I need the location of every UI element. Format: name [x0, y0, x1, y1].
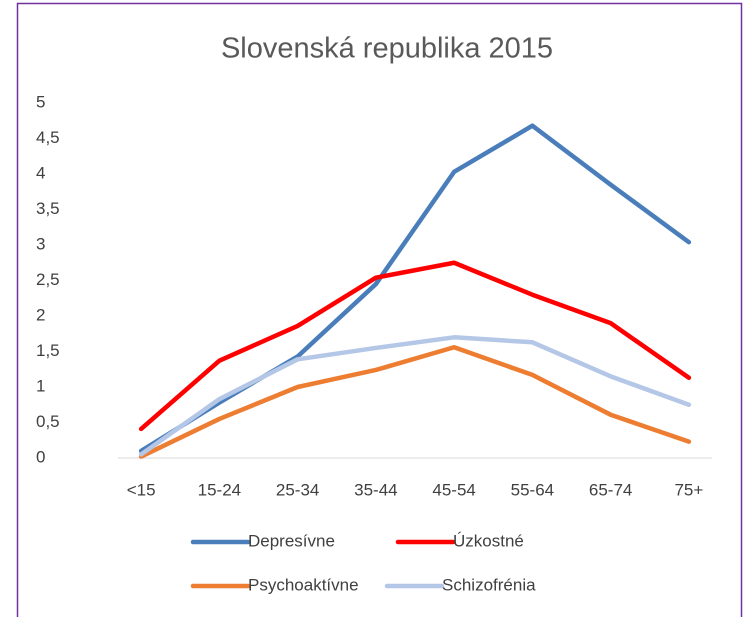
y-tick-label: 0	[36, 447, 45, 466]
y-tick-label: 0,5	[36, 412, 60, 431]
y-tick-label: 4	[36, 163, 45, 182]
x-tick-label: 75+	[674, 480, 703, 499]
y-tick-label: 2,5	[36, 270, 60, 289]
legend-label: Depresívne	[248, 531, 335, 550]
series-line	[138, 260, 692, 432]
x-tick-label: 55-64	[511, 480, 554, 499]
chart-border	[16, 2, 743, 617]
y-tick-label: 4,5	[36, 128, 60, 147]
x-tick-label: <15	[127, 480, 156, 499]
legend-label: Psychoaktívne	[248, 575, 359, 594]
y-tick-label: 3,5	[36, 199, 60, 218]
x-tick-label: 35-44	[354, 480, 397, 499]
y-tick-label: 2	[36, 305, 45, 324]
y-tick-label: 1,5	[36, 341, 60, 360]
x-tick-label: 25-34	[276, 480, 319, 499]
x-tick-label: 65-74	[589, 480, 632, 499]
series-line	[138, 344, 692, 459]
x-tick-label: 45-54	[432, 480, 475, 499]
legend-label: Úzkostné	[453, 531, 524, 550]
x-tick-label: 15-24	[198, 480, 241, 499]
y-tick-label: 1	[36, 376, 45, 395]
series-line	[138, 335, 692, 457]
legend-label: Schizofrénia	[442, 575, 536, 594]
chart-title: Slovenská republika 2015	[221, 33, 553, 65]
y-tick-label: 3	[36, 234, 45, 253]
y-tick-label: 5	[36, 92, 45, 111]
